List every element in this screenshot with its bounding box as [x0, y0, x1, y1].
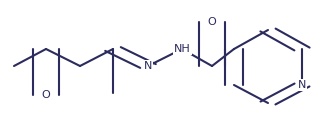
Text: O: O	[42, 90, 50, 100]
Text: O: O	[208, 17, 216, 27]
Text: N: N	[298, 80, 306, 90]
Text: NH: NH	[174, 44, 191, 54]
Text: N: N	[144, 61, 152, 71]
